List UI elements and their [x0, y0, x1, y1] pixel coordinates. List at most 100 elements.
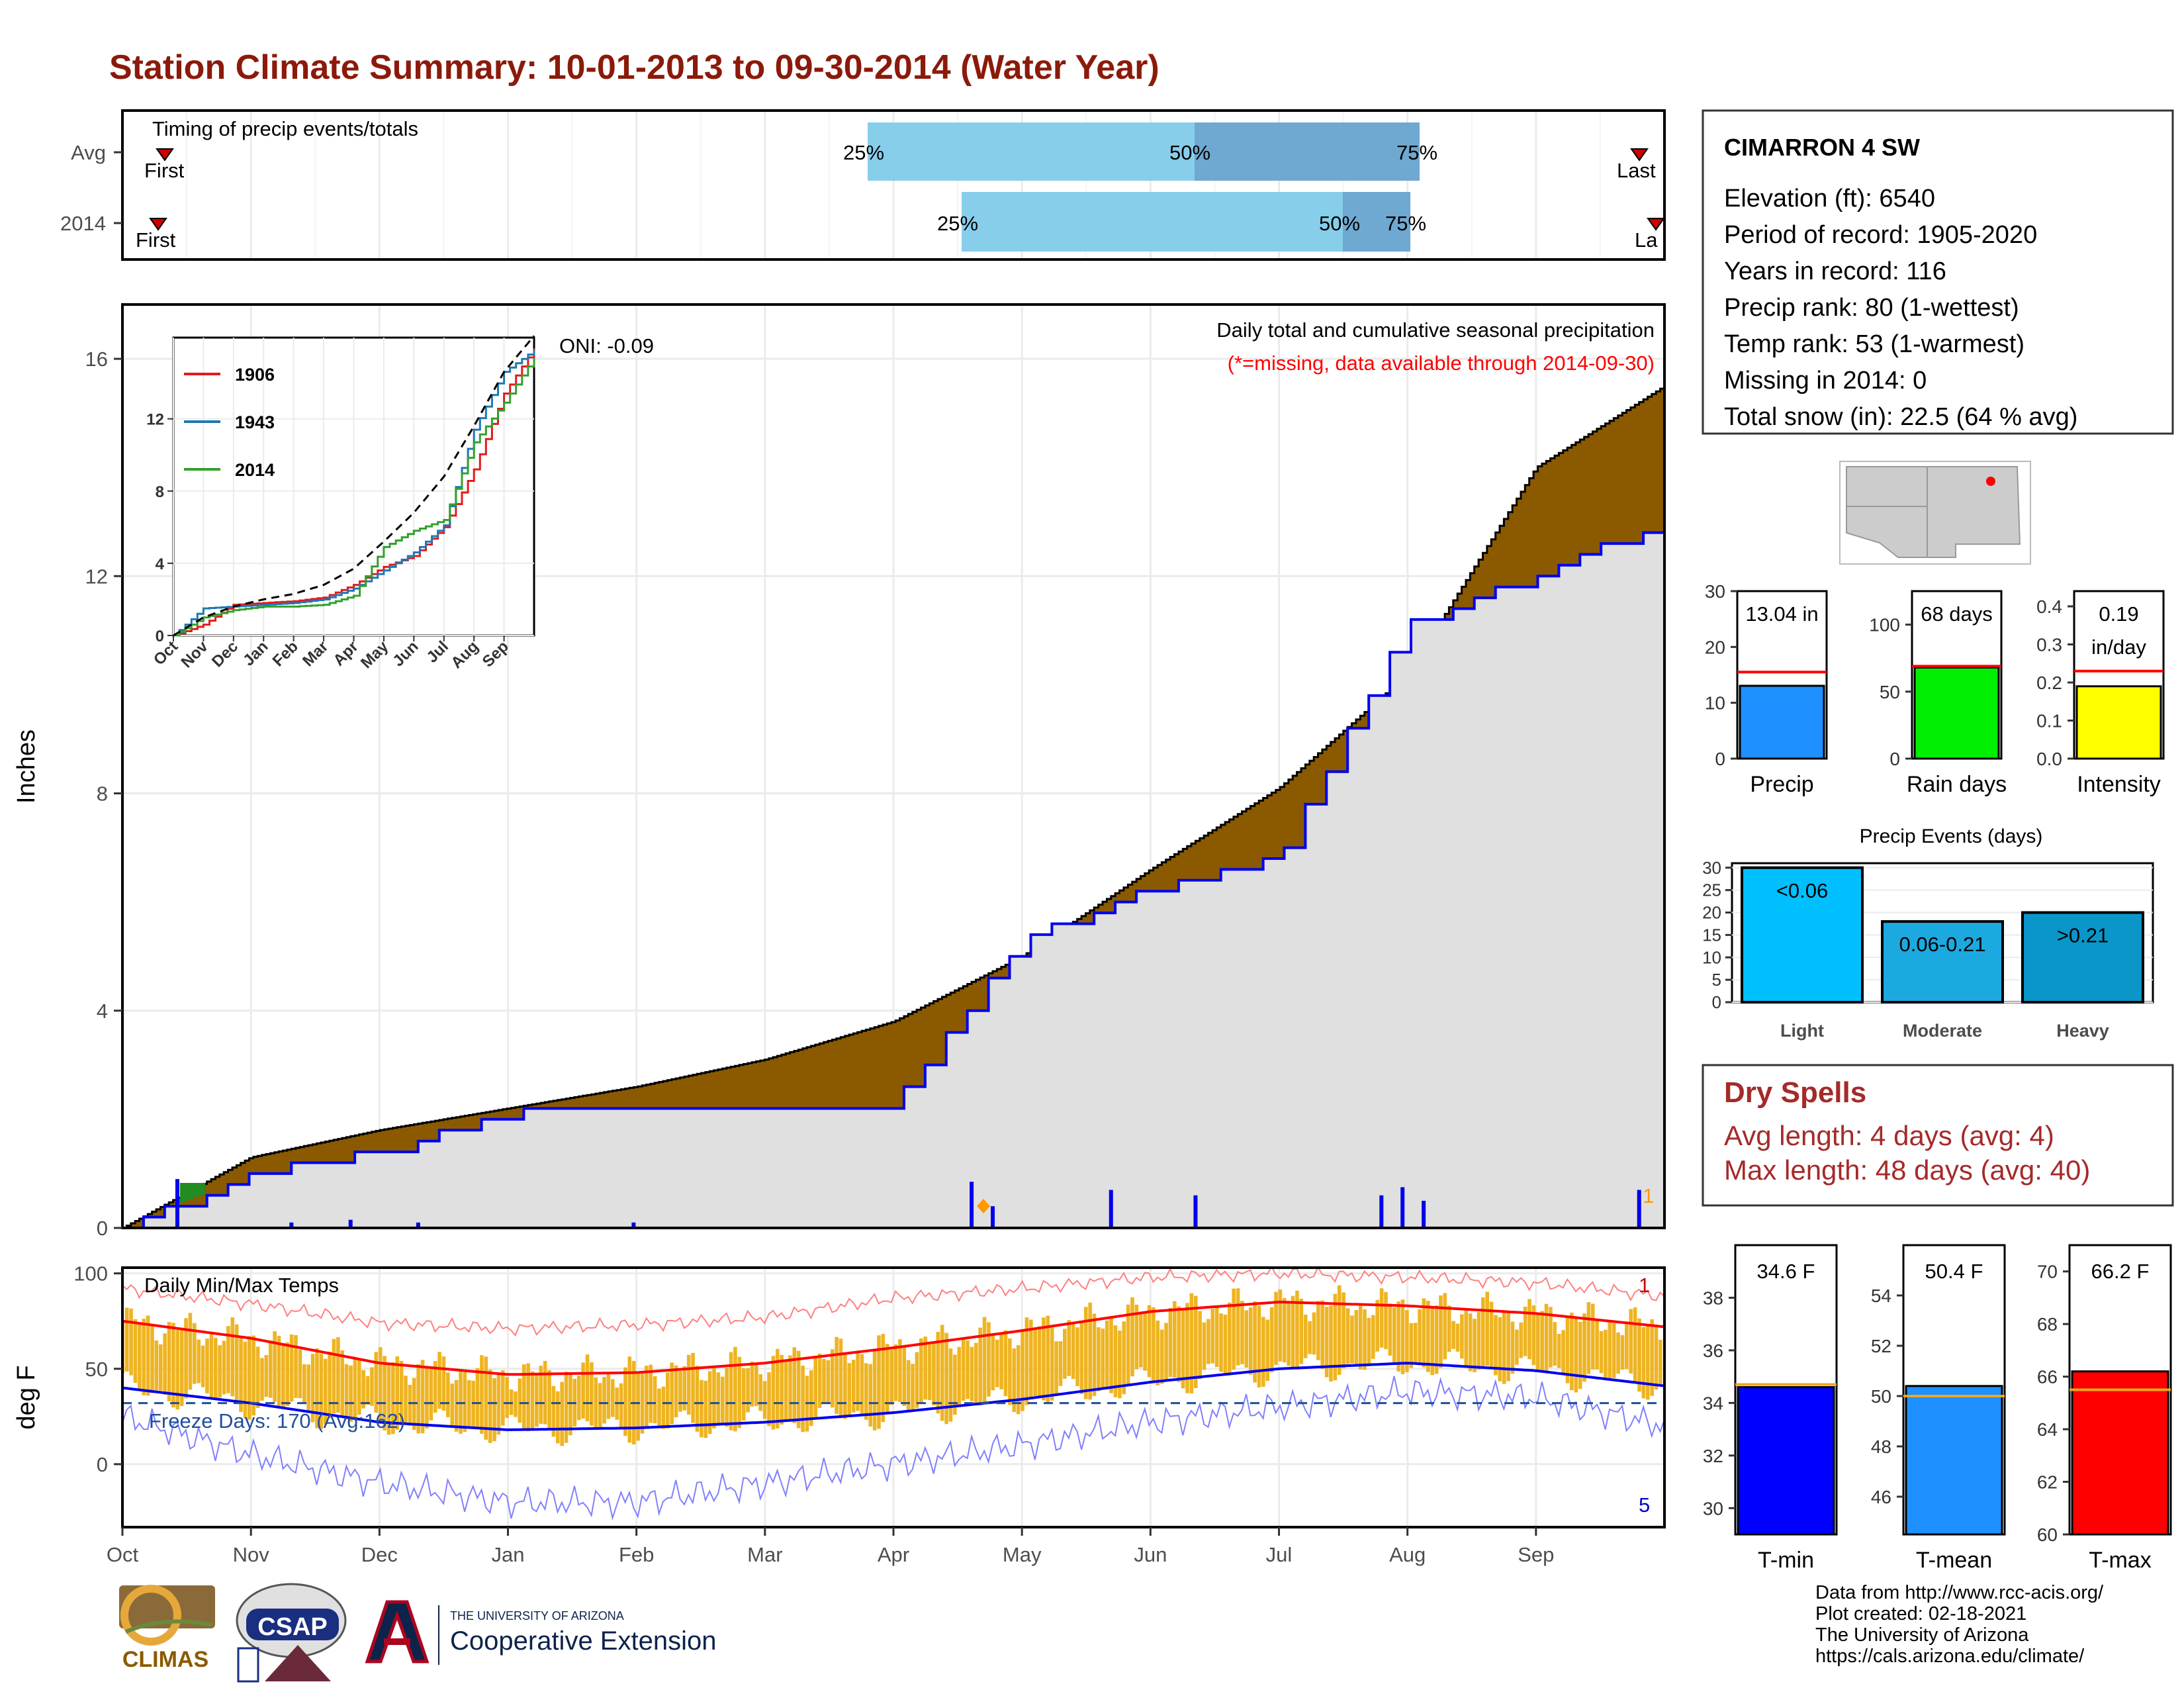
daily-temp-bar: [1350, 1315, 1354, 1364]
daily-temp-bar: [1413, 1323, 1418, 1365]
daily-temp-bar: [741, 1368, 746, 1421]
daily-temp-bar: [150, 1325, 154, 1393]
daily-temp-bar: [1329, 1305, 1333, 1382]
avg-p75-label: 75%: [1396, 141, 1437, 164]
daily-temp-bar: [911, 1364, 915, 1411]
daily-temp-bar: [961, 1338, 966, 1401]
temp-label: Daily Min/Max Temps: [144, 1274, 339, 1297]
mini-bar-tick-label: 0.0: [2036, 749, 2062, 769]
2014-cumulative-area: [122, 522, 1664, 1228]
daily-precip-bar: [1193, 1195, 1198, 1228]
daily-temp-bar: [1451, 1321, 1455, 1349]
daily-temp-bar: [1549, 1307, 1553, 1368]
temp-bar-tick-label: 36: [1703, 1340, 1723, 1361]
daily-temp-bar: [1616, 1332, 1620, 1374]
daily-temp-bar: [927, 1342, 932, 1401]
daily-temp-bar: [522, 1364, 526, 1429]
daily-temp-bar: [576, 1376, 581, 1421]
daily-temp-bar: [606, 1372, 611, 1419]
daily-temp-bar: [387, 1364, 391, 1435]
daily-temp-bar: [767, 1372, 771, 1427]
daily-precip-bar: [991, 1206, 995, 1228]
daily-temp-bar: [1024, 1317, 1029, 1405]
daily-temp-bar: [686, 1354, 691, 1415]
daily-temp-bar: [602, 1377, 606, 1424]
daily-temp-bar: [598, 1383, 602, 1428]
daily-temp-bar: [255, 1346, 260, 1408]
daily-temp-bar: [860, 1354, 864, 1414]
daily-temp-bar: [138, 1324, 142, 1391]
daily-temp-bar: [294, 1335, 298, 1398]
daily-temp-bar: [193, 1323, 197, 1384]
mini-bar-value: [2075, 685, 2162, 760]
daily-temp-bar: [1012, 1348, 1017, 1412]
daily-temp-bar: [1527, 1299, 1531, 1360]
daily-temp-bar: [775, 1348, 780, 1429]
temp-bar-tick-label: 52: [1871, 1336, 1891, 1356]
daily-temp-bar: [302, 1364, 306, 1404]
daily-temp-bar: [492, 1378, 496, 1442]
temp-bar-tick-label: 30: [1703, 1498, 1723, 1519]
avg-p25-label: 25%: [843, 141, 884, 164]
ua-small-text: THE UNIVERSITY OF ARIZONA: [450, 1609, 624, 1622]
daily-temp-bar: [484, 1356, 488, 1440]
daily-temp-bar: [1193, 1295, 1198, 1388]
temp-bar-tick-label: 62: [2037, 1472, 2058, 1493]
month-x-axis: Oct Nov Dec Jan Feb Mar Apr May Jun Jul Aug Sep: [107, 1527, 1554, 1566]
daily-temp-bar: [1181, 1310, 1185, 1389]
events-tick-label: 20: [1702, 903, 1721, 923]
daily-temp-bar: [1269, 1307, 1274, 1373]
daily-precip-bar: [1400, 1187, 1405, 1228]
daily-temp-bar: [1261, 1317, 1265, 1387]
daily-temp-bar: [353, 1359, 357, 1421]
daily-temp-bar: [1274, 1291, 1278, 1365]
daily-temp-bar: [1295, 1290, 1299, 1368]
inset-ytick-label: 4: [156, 555, 165, 573]
dry-spells-avg: Avg length: 4 days (avg: 4): [1724, 1120, 2054, 1151]
daily-temp-bar: [1612, 1323, 1616, 1378]
daily-temp-bar: [1447, 1305, 1451, 1352]
daily-temp-bar: [289, 1334, 294, 1402]
daily-temp-bar: [488, 1370, 492, 1443]
timing-label: Timing of precip events/totals: [152, 117, 418, 140]
daily-temp-bar: [1599, 1331, 1604, 1374]
daily-temp-bar: [1134, 1304, 1139, 1370]
temp-ylabel: deg F: [13, 1365, 40, 1429]
avg-last-marker: [1630, 148, 1649, 162]
daily-temp-bar: [627, 1356, 632, 1443]
university-of-arizona-logo: THE UNIVERSITY OF ARIZONA Cooperative Ex…: [365, 1600, 716, 1665]
2014-first-label: First: [136, 228, 176, 252]
mini-bar-chart-intensity: 0.0 0.1 0.2 0.3 0.4 0.19 in/day Intensity: [2036, 590, 2165, 797]
main-count-label: 1: [1643, 1184, 1654, 1207]
2014-p50-label: 50%: [1319, 212, 1360, 235]
daily-temp-bar: [551, 1385, 556, 1437]
temp-bar-value: [1737, 1386, 1835, 1536]
daily-temp-bar: [336, 1336, 340, 1413]
daily-temp-bar: [1046, 1315, 1050, 1403]
2014-p75-label: 75%: [1385, 212, 1426, 235]
daily-temp-bar: [661, 1386, 666, 1429]
daily-temp-bar: [201, 1345, 205, 1387]
daily-temp-bar: [1464, 1308, 1469, 1366]
avg-timing-bar-50-75: [1195, 122, 1420, 181]
daily-temp-bar: [239, 1337, 243, 1413]
footer-line-source: Data from http://www.rcc-acis.org/: [1815, 1582, 2104, 1603]
daily-temp-bar: [682, 1366, 687, 1411]
daily-temp-bar: [1050, 1327, 1054, 1401]
daily-temp-bar: [623, 1367, 627, 1436]
daily-temp-bar: [1299, 1299, 1304, 1364]
daily-temp-bar: [1320, 1300, 1325, 1369]
temp-bar-label: T-min: [1758, 1548, 1814, 1573]
temp-bar-tick-label: 32: [1703, 1446, 1723, 1466]
mini-bar-tick-label: 0.3: [2036, 635, 2062, 655]
daily-temp-bar: [1105, 1320, 1109, 1389]
mini-bar-tick-label: 10: [1705, 693, 1725, 714]
mini-bar-tick-label: 100: [1869, 615, 1900, 635]
daily-temp-bar: [670, 1362, 674, 1425]
legend-2014: 2014: [235, 460, 275, 480]
station-line-precip-rank: Precip rank: 80 (1-wettest): [1724, 294, 2019, 322]
summary-bar-charts: 0 10 20 30 13.04 in Precip 0 50 100 68 days Rain d…: [1705, 581, 2165, 797]
inset-legend: 1906 1943 2014: [184, 365, 275, 480]
daily-temp-bar: [746, 1368, 750, 1413]
